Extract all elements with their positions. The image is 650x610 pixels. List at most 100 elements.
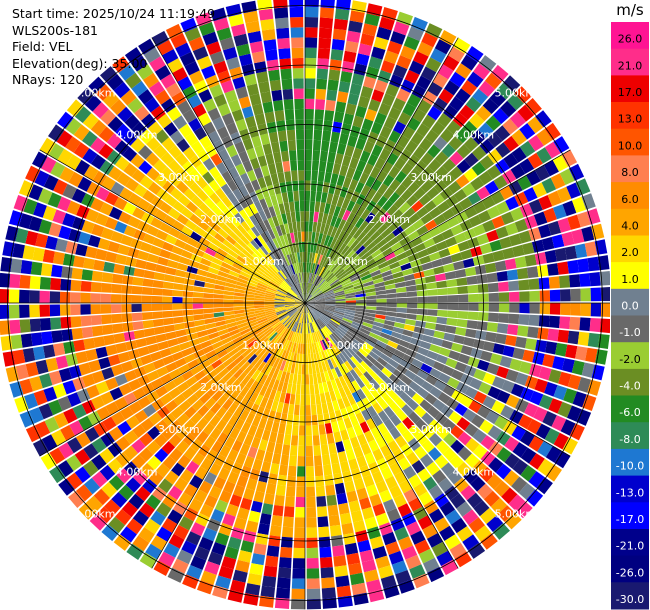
velocity-bin [211, 390, 223, 402]
velocity-bin [501, 379, 515, 394]
velocity-bin [393, 21, 410, 36]
velocity-bin [338, 325, 348, 333]
velocity-bin [377, 183, 389, 196]
velocity-bin [227, 192, 238, 204]
velocity-bin [332, 163, 342, 175]
velocity-bin [315, 276, 322, 286]
velocity-bin [351, 391, 362, 403]
velocity-bin [178, 364, 190, 375]
velocity-bin [476, 233, 490, 246]
velocity-bin [246, 147, 257, 160]
velocity-bin [548, 369, 562, 384]
velocity-bin [244, 245, 255, 256]
velocity-bin [137, 250, 150, 261]
velocity-bin [191, 195, 204, 208]
velocity-bin [281, 192, 289, 204]
velocity-bin [52, 209, 66, 225]
velocity-bin [245, 115, 257, 129]
velocity-bin [498, 281, 509, 292]
velocity-bin [25, 425, 42, 443]
velocity-bin [183, 419, 196, 432]
velocity-bin [349, 572, 365, 586]
velocity-bin [421, 32, 438, 48]
velocity-bin [172, 303, 183, 310]
velocity-bin [496, 447, 512, 463]
velocity-bin [347, 382, 357, 394]
velocity-bin [207, 107, 221, 121]
velocity-bin [418, 193, 432, 206]
velocity-bin [283, 99, 294, 110]
velocity-bin [201, 65, 216, 80]
velocity-bin [273, 151, 282, 164]
velocity-bin [415, 320, 427, 328]
velocity-bin [473, 391, 487, 404]
velocity-bin [371, 179, 383, 192]
velocity-bin [218, 212, 230, 224]
velocity-bin [289, 289, 298, 297]
velocity-bin [311, 286, 318, 295]
velocity-bin [234, 258, 245, 268]
velocity-bin [214, 316, 226, 323]
velocity-bin [212, 340, 224, 350]
velocity-bin [284, 372, 291, 383]
velocity-bin [428, 158, 442, 173]
velocity-bin [519, 361, 532, 375]
velocity-bin [335, 306, 346, 310]
velocity-bin [429, 367, 442, 379]
velocity-bin [66, 154, 82, 171]
velocity-bin [323, 290, 334, 296]
velocity-bin [464, 386, 478, 399]
velocity-bin [392, 225, 404, 237]
velocity-bin [477, 483, 493, 500]
velocity-bin [485, 115, 502, 131]
velocity-bin [489, 90, 506, 107]
velocity-bin [82, 113, 99, 130]
velocity-bin [445, 236, 458, 248]
velocity-bin [398, 536, 413, 551]
velocity-bin [276, 290, 287, 296]
velocity-bin [111, 313, 123, 324]
velocity-bin [380, 382, 392, 394]
velocity-bin [25, 230, 39, 246]
velocity-bin [210, 508, 225, 523]
velocity-bin [350, 255, 361, 265]
velocity-bin [216, 394, 228, 407]
velocity-bin [254, 358, 263, 370]
velocity-bin [323, 224, 330, 235]
velocity-bin [564, 245, 578, 260]
velocity-bin [341, 198, 351, 210]
velocity-bin [174, 322, 186, 331]
velocity-bin [277, 312, 288, 319]
velocity-bin [416, 290, 428, 297]
velocity-bin [286, 233, 292, 244]
velocity-bin [249, 93, 262, 106]
velocity-bin [192, 303, 203, 309]
velocity-bin [221, 170, 233, 184]
velocity-bin [469, 377, 483, 390]
velocity-bin [359, 220, 369, 232]
velocity-bin [209, 84, 224, 98]
velocity-bin [303, 333, 305, 344]
velocity-bin [219, 332, 231, 341]
velocity-bin [75, 432, 91, 448]
velocity-bin [44, 416, 60, 433]
velocity-bin [58, 225, 72, 240]
velocity-bin [417, 346, 429, 357]
velocity-bin [335, 303, 346, 305]
velocity-bin [217, 270, 229, 278]
azimuth-spoke [151, 302, 306, 569]
velocity-bin [512, 244, 525, 258]
velocity-bin [580, 288, 591, 302]
velocity-bin [134, 105, 150, 121]
velocity-bin [311, 287, 320, 296]
velocity-bin [347, 358, 357, 369]
velocity-bin [423, 268, 435, 277]
velocity-bin [233, 517, 247, 530]
velocity-bin [421, 412, 434, 425]
velocity-bin [414, 277, 426, 285]
velocity-bin [253, 167, 264, 179]
velocity-bin [434, 39, 452, 55]
velocity-bin [133, 268, 145, 278]
velocity-bin [534, 378, 548, 393]
velocity-bin [285, 486, 296, 497]
